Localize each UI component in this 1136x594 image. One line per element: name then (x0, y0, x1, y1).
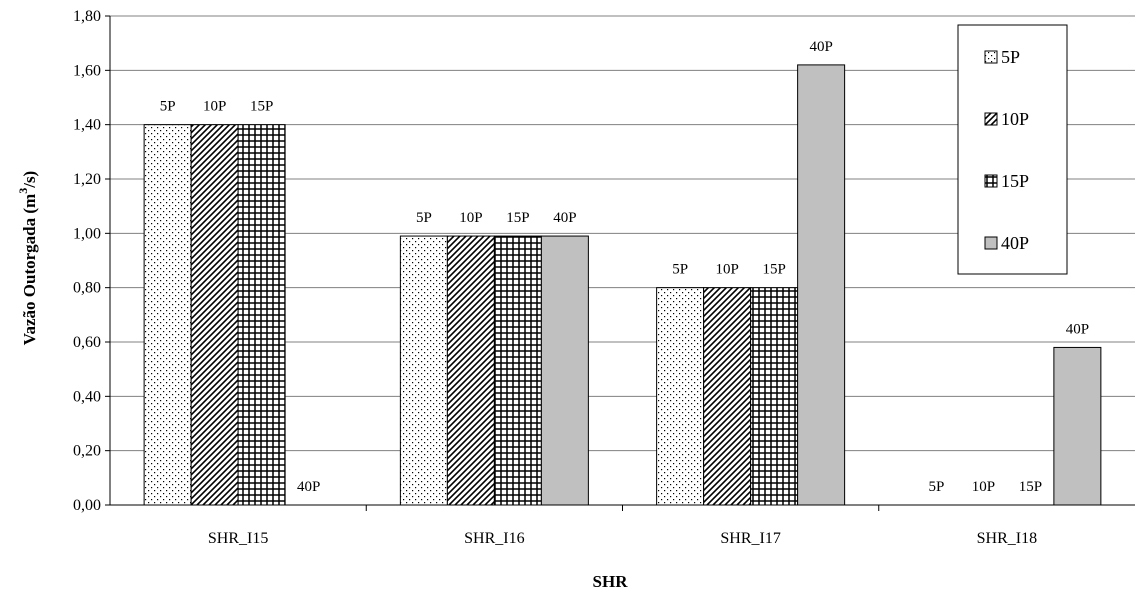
data-label: 5P (416, 210, 432, 226)
data-label: 10P (203, 99, 226, 115)
y-axis-title: Vazão Outorgada (m3/s) (16, 171, 39, 345)
x-tick-label: SHR_I18 (977, 530, 1037, 547)
data-label: 10P (715, 262, 738, 278)
bar (750, 287, 799, 506)
data-label: 15P (250, 99, 273, 115)
data-label: 10P (459, 210, 482, 226)
axes (105, 15, 1135, 511)
y-tick-label: 0,60 (73, 334, 101, 351)
bar (656, 287, 705, 506)
y-tick-label: 1,80 (73, 8, 101, 25)
bar (446, 235, 495, 506)
bar (237, 124, 286, 506)
data-label: 40P (553, 210, 576, 226)
y-tick-label: 1,20 (73, 171, 101, 188)
legend-swatch (984, 112, 998, 126)
data-label: 40P (809, 39, 832, 55)
y-tick-label: 1,60 (73, 62, 101, 79)
bars (143, 64, 1102, 506)
y-tick-label: 1,40 (73, 117, 101, 134)
data-label: 15P (762, 262, 785, 278)
data-label: 15P (506, 210, 529, 226)
bar (399, 235, 448, 506)
data-label: 10P (972, 479, 995, 495)
y-tick-label: 0,80 (73, 280, 101, 297)
legend-swatch (984, 50, 998, 64)
x-tick-labels: SHR_I15 SHR_I16 SHR_I17 SHR_I18 (208, 530, 1037, 547)
svg-text:Vazão Outorgada (m3/s): Vazão Outorgada (m3/s) (16, 171, 39, 345)
legend: 5P 10P 15P 40P (957, 24, 1068, 275)
legend-label: 40P (1001, 233, 1029, 253)
y-tick-label: 0,20 (73, 443, 101, 460)
data-label: 40P (1066, 321, 1089, 337)
data-label: 5P (160, 99, 176, 115)
legend-label: 15P (1001, 171, 1029, 191)
data-label: 40P (297, 479, 320, 495)
data-label: 5P (672, 262, 688, 278)
x-tick-label: SHR_I17 (720, 530, 780, 547)
legend-box (957, 24, 1068, 275)
x-tick-label: SHR_I16 (464, 530, 524, 547)
bar (1053, 346, 1102, 506)
x-axis-title: SHR (593, 572, 629, 591)
y-tick-label: 0,00 (73, 497, 101, 514)
y-axis-title-superscript: 3 (16, 188, 30, 194)
bar (190, 124, 239, 506)
legend-label: 10P (1001, 109, 1029, 129)
bar (540, 235, 589, 506)
y-tick-labels: 0,00 0,20 0,40 0,60 0,80 1,00 1,20 1,40 1,60 1,80 (73, 8, 101, 514)
bar (493, 235, 542, 506)
y-tick-label: 0,40 (73, 388, 101, 405)
data-labels: 5P 10P 15P 40P 5P 10P 15P 40P 5P 10P 15P 40P 5P 10P 15… (160, 39, 1089, 495)
y-axis-title-main: Vazão Outorgada (m (20, 194, 39, 345)
y-axis-title-end: /s) (20, 171, 39, 189)
data-label: 15P (1019, 479, 1042, 495)
x-tick-label: SHR_I15 (208, 530, 268, 547)
legend-label: 5P (1001, 47, 1020, 67)
legend-swatch (984, 174, 998, 188)
plot-area: 5P 10P 15P 40P 5P 10P 15P 40P 5P 10P 15P 40P 5P 10P 15… (73, 8, 1135, 547)
bar (797, 64, 846, 506)
bar (703, 287, 752, 506)
data-label: 5P (928, 479, 944, 495)
bar (143, 124, 192, 506)
legend-swatch (984, 236, 998, 250)
y-tick-label: 1,00 (73, 225, 101, 242)
